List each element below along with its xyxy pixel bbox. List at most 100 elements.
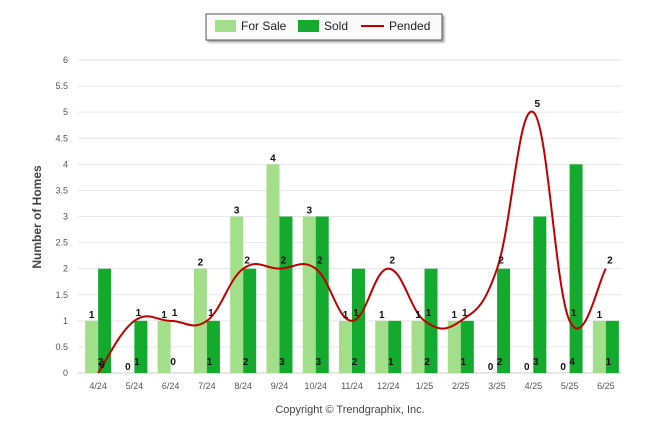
data-label-pended: 2	[317, 256, 323, 267]
x-tick-label: 4/24	[89, 381, 107, 391]
bar-sold	[352, 268, 365, 373]
data-label-pended: 2	[498, 256, 504, 267]
y-tick-label: 0	[63, 368, 68, 378]
data-label-pended: 1	[571, 308, 577, 319]
data-label-for-sale: 2	[198, 258, 204, 269]
legend: For Sale Sold Pended	[205, 13, 443, 41]
y-tick-label: 3.5	[55, 185, 68, 195]
bar-for-sale	[85, 320, 99, 373]
bar-for-sale	[339, 320, 352, 373]
data-label-for-sale: 3	[234, 206, 240, 217]
bar-for-sale	[193, 268, 207, 373]
y-tick-label: 2.5	[55, 238, 68, 248]
data-label-pended: 5	[535, 99, 541, 110]
bar-sold	[315, 216, 329, 373]
data-label-pended: 1	[426, 308, 432, 319]
data-label-sold: 3	[533, 357, 539, 368]
x-tick-label: 11/24	[341, 381, 363, 391]
x-tick-label: 6/25	[597, 381, 615, 391]
bar-sold	[533, 216, 547, 373]
bar-sold	[243, 268, 257, 373]
copyright-text: Copyright © Trendgraphix, Inc.	[275, 404, 424, 416]
x-tick-label: 5/25	[561, 381, 579, 391]
x-tick-label: 7/24	[198, 381, 216, 391]
x-tick-label: 10/24	[304, 381, 327, 391]
y-tick-label: 1.5	[55, 290, 68, 300]
data-label-sold: 4	[569, 357, 575, 368]
pended-series-line	[97, 110, 607, 374]
data-label-sold: 1	[134, 357, 140, 368]
data-label-sold: 2	[497, 357, 503, 368]
data-label-pended: 1	[172, 308, 178, 319]
x-tick-label: 8/24	[234, 381, 252, 391]
y-axis-title: Number of Homes	[30, 165, 44, 269]
data-label-pended: 0	[99, 360, 105, 371]
x-tick-label: 1/25	[416, 381, 434, 391]
data-label-sold: 2	[352, 357, 358, 368]
x-tick-label: 4/25	[525, 381, 543, 391]
bar-for-sale	[157, 320, 171, 373]
data-label-pended: 2	[281, 256, 287, 267]
data-label-for-sale: 0	[524, 362, 530, 373]
data-label-sold: 0	[170, 357, 176, 368]
bar-sold	[279, 216, 293, 373]
data-label-sold: 3	[279, 357, 285, 368]
y-tick-label: 3	[63, 212, 68, 222]
y-tick-label: 1	[63, 316, 68, 326]
data-label-for-sale: 0	[560, 362, 566, 373]
data-label-sold: 2	[424, 357, 430, 368]
y-tick-label: 5.5	[55, 81, 68, 91]
bars	[85, 164, 619, 373]
legend-swatch-sold	[298, 20, 319, 32]
bar-for-sale	[592, 320, 606, 373]
data-label-sold: 1	[606, 357, 612, 368]
data-label-sold: 2	[98, 357, 104, 368]
y-tick-labels: 0 0.5 1 1.5 2 2.5 3 3.5 4 4.5 5 5.5 6	[55, 55, 68, 378]
y-tick-label: 6	[63, 55, 68, 65]
data-label-pended: 1	[462, 308, 468, 319]
bar-sold	[460, 320, 474, 373]
x-tick-label: 9/24	[271, 381, 289, 391]
data-label-pended: 2	[389, 256, 395, 267]
y-tick-label: 5	[63, 107, 68, 117]
y-tick-label: 2	[63, 264, 68, 274]
bar-for-sale	[302, 216, 316, 373]
pended-line	[97, 110, 607, 374]
data-label-sold: 1	[207, 357, 213, 368]
data-label-for-sale: 1	[415, 310, 421, 321]
data-label-sold: 1	[461, 357, 467, 368]
bar-sold	[424, 268, 438, 373]
y-tick-label: 0.5	[55, 342, 68, 352]
x-tick-label: 3/25	[488, 381, 506, 391]
data-label-for-sale: 1	[343, 310, 349, 321]
data-label-for-sale: 1	[89, 310, 95, 321]
bar-for-sale	[230, 216, 244, 373]
data-label-pended: 1	[208, 308, 214, 319]
data-label-for-sale: 4	[270, 153, 276, 164]
data-label-pended: 1	[136, 308, 142, 319]
x-tick-label: 2/25	[452, 381, 470, 391]
data-label-sold: 2	[243, 357, 249, 368]
bar-sold	[388, 320, 402, 373]
x-tick-label: 6/24	[162, 381, 180, 391]
x-tick-labels: 4/24 5/24 6/24 7/24 8/24 9/24 10/24 11/24 12/24 1…	[89, 381, 614, 391]
legend-swatch-for-sale	[215, 20, 236, 32]
data-label-pended: 2	[607, 256, 613, 267]
data-label-pended: 1	[353, 308, 359, 319]
bar-sold	[98, 268, 112, 373]
bar-sold	[134, 320, 148, 373]
y-tick-label: 4.5	[55, 133, 68, 143]
data-label-for-sale: 0	[488, 362, 494, 373]
data-label-pended: 2	[244, 256, 250, 267]
data-label-for-sale: 1	[379, 310, 385, 321]
data-label-sold: 3	[315, 357, 321, 368]
bar-for-sale	[411, 320, 425, 373]
bar-sold	[605, 320, 619, 373]
legend-label-for-sale: For Sale	[241, 19, 287, 33]
data-label-for-sale: 0	[125, 362, 131, 373]
bar-for-sale	[375, 320, 389, 373]
x-tick-label: 12/24	[377, 381, 400, 391]
data-label-for-sale: 1	[161, 310, 167, 321]
data-label-for-sale: 1	[452, 310, 458, 321]
data-label-sold: 1	[388, 357, 394, 368]
